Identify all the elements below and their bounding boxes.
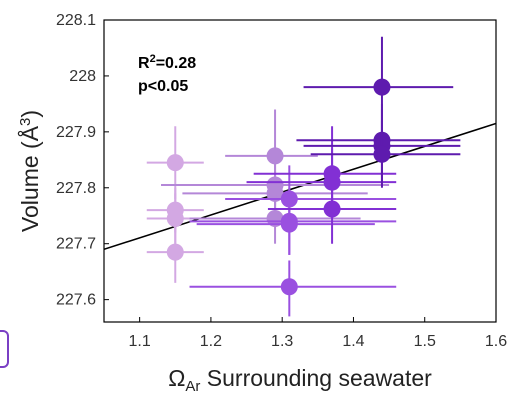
p-value-annotation: p<0.05: [138, 78, 188, 95]
data-point: [189, 193, 361, 244]
x-tick-label: 1.4: [342, 333, 364, 350]
y-tick-label: 228: [69, 68, 96, 85]
data-point: [189, 260, 397, 317]
data-point: [225, 165, 397, 233]
y-tick-label: 227.6: [56, 292, 96, 309]
x-tick-label: 1.3: [271, 333, 293, 350]
data-point: [146, 126, 204, 199]
point-marker: [280, 215, 298, 233]
point-marker: [166, 243, 184, 261]
y-axis-title: Volume (Å3): [16, 110, 43, 232]
regression-line: [104, 122, 496, 251]
fit-line-layer: [104, 122, 496, 251]
plot-frame: [103, 19, 497, 323]
edge-artifact: [0, 330, 9, 368]
point-marker: [373, 145, 391, 163]
x-tick-label: 1.1: [129, 333, 151, 350]
point-marker: [166, 210, 184, 228]
data-point: [196, 193, 375, 255]
data-point: [310, 120, 461, 188]
r-squared-annotation: R2=0.28: [138, 53, 196, 72]
point-marker: [373, 78, 391, 96]
point-marker: [266, 147, 284, 165]
y-tick-label: 227.8: [56, 180, 96, 197]
data-point: [146, 221, 204, 283]
data-point: [303, 36, 454, 138]
y-tick-label: 227.7: [56, 236, 96, 253]
data-points-layer: [146, 36, 461, 317]
x-tick-label: 1.6: [485, 333, 507, 350]
x-tick-label: 1.2: [200, 333, 222, 350]
data-point: [267, 176, 397, 244]
y-tick-label: 227.9: [56, 124, 96, 141]
x-tick-label: 1.5: [414, 333, 436, 350]
x-axis-title: ΩAr Surrounding seawater: [168, 365, 432, 394]
point-marker: [280, 278, 298, 296]
point-marker: [166, 154, 184, 172]
point-marker: [323, 200, 341, 218]
axis-ticks-layer: 1.1 1.2 1.3 1.4 1.5 1.6 227.6 227.7 227.8 227.9 22…: [56, 12, 507, 350]
y-tick-label: 228.1: [56, 12, 96, 29]
point-marker: [266, 210, 284, 228]
